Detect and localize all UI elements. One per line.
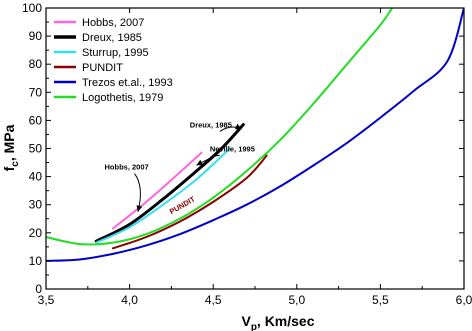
y-tick-label-3: 30 (29, 198, 43, 212)
data-curves (46, 8, 464, 262)
annotation-label-1: Neville, 1995 (210, 144, 255, 153)
y-tick-label-9: 90 (29, 29, 43, 43)
y-axis-label-main: f (1, 166, 17, 171)
series-line-4 (46, 8, 464, 262)
x-tick-label-4: 5,5 (372, 293, 389, 307)
y-tick-label-1: 10 (29, 254, 43, 268)
series-line-3 (111, 154, 268, 250)
x-axis-label: Vp, Km/sec (241, 313, 314, 331)
annotation-arrow-0 (219, 123, 242, 132)
legend-label-4: Trezos et.al., 1993 (82, 77, 173, 89)
y-axis-label-sub: c (10, 161, 21, 167)
legend-label-5: Logothetis, 1979 (82, 92, 163, 104)
x-tick-label-1: 4,0 (121, 293, 138, 307)
y-tick-label-6: 60 (29, 113, 43, 127)
annotation-label-0: Dreux, 1985 (190, 120, 232, 129)
y-tick-label-5: 50 (29, 142, 43, 156)
x-tick-label-3: 5,0 (288, 293, 305, 307)
x-axis-label-rest: , Km/sec (257, 313, 315, 329)
y-axis-label: fc, MPa (1, 124, 21, 171)
x-tick-label-0: 3,5 (38, 293, 55, 307)
legend-label-0: Hobbs, 2007 (82, 17, 144, 29)
legend-label-2: Sturrup, 1995 (82, 47, 149, 59)
annotation-label-2: Hobbs, 2007 (105, 163, 149, 172)
series-line-5 (46, 8, 394, 246)
y-tick-label-10: 100 (22, 1, 42, 15)
series-line-1 (94, 123, 245, 243)
y-axis-label-rest: , MPa (1, 124, 17, 161)
legend-label-1: Dreux, 1985 (82, 32, 142, 44)
y-tick-label-7: 70 (29, 85, 43, 99)
x-axis-ticks: 3,5 4,0 4,5 5,0 5,5 6,0 (38, 8, 472, 307)
legend: Hobbs, 2007 Dreux, 1985 Sturrup, 1995 PUNDI… (54, 17, 173, 104)
x-axis-label-sub: p (251, 322, 257, 331)
y-axis-ticks: 0 10 20 30 40 50 60 70 80 90 100 (22, 1, 464, 296)
annotation-arrow-2 (134, 173, 143, 212)
x-axis-label-main: V (241, 313, 251, 329)
y-tick-label-4: 40 (29, 170, 43, 184)
y-tick-label-8: 80 (29, 57, 43, 71)
x-tick-label-5: 6,0 (456, 293, 472, 307)
series-line-2 (95, 147, 231, 244)
legend-label-3: PUNDIT (82, 62, 123, 74)
y-tick-label-2: 20 (29, 226, 43, 240)
x-tick-label-2: 4,5 (205, 293, 222, 307)
annotation-arrow-1 (196, 154, 220, 166)
series-line-0 (111, 151, 203, 230)
y-tick-label-0: 0 (35, 282, 42, 296)
